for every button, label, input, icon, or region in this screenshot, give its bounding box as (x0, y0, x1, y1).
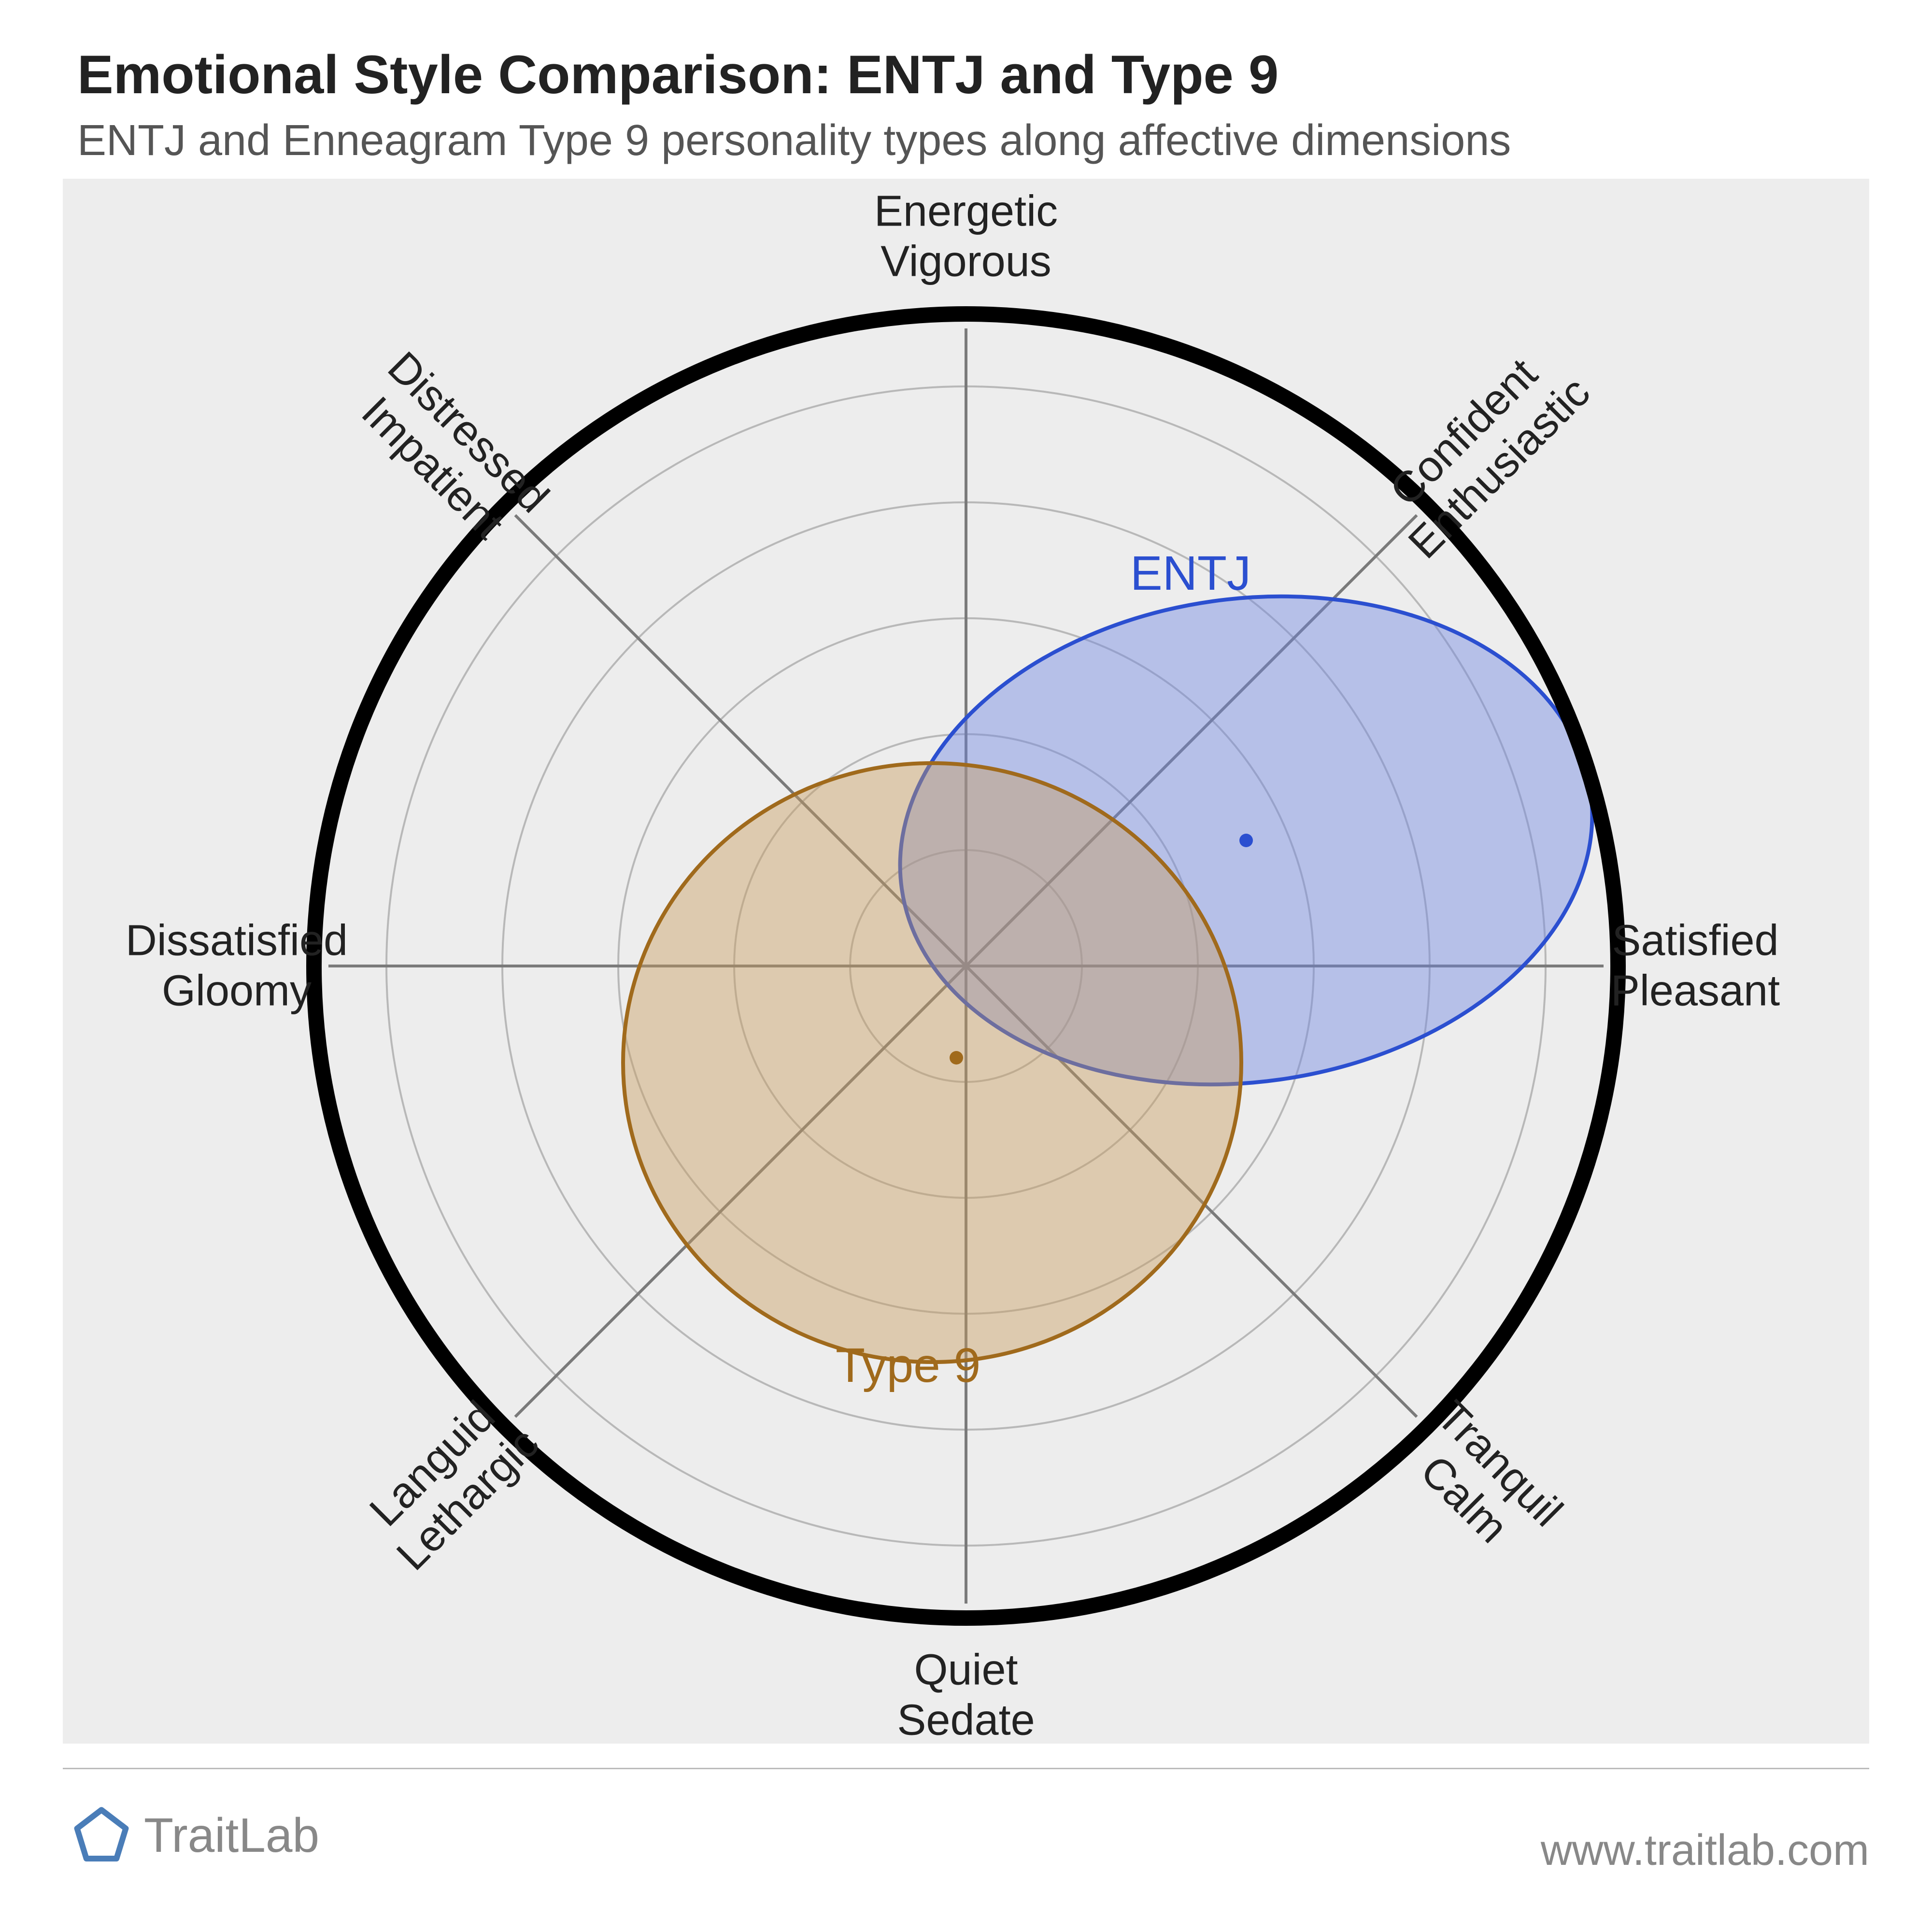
footer-divider (63, 1768, 1869, 1769)
series-label: Type 9 (836, 1338, 980, 1393)
axis-label-line1: Energetic (874, 187, 1058, 236)
axis-label-line1: Dissatisfied (126, 917, 348, 965)
axis-label-line1: Satisfied (1612, 917, 1778, 965)
series-centroid (950, 1051, 963, 1065)
series-type-9 (623, 763, 1241, 1362)
series-label: ENTJ (1130, 546, 1251, 601)
footer-url: www.traitlab.com (1541, 1826, 1869, 1875)
series-ellipse (623, 763, 1241, 1362)
axis-label: Energetic Vigorous (874, 187, 1058, 287)
brand-logo-icon (72, 1806, 130, 1864)
axis-label: Quiet Sedate (897, 1646, 1035, 1746)
brand: TraitLab (72, 1806, 319, 1864)
brand-text: TraitLab (144, 1808, 319, 1863)
axis-label-line1: Quiet (914, 1646, 1018, 1694)
axis-label-line2: Vigorous (881, 237, 1051, 285)
chart-stage: Emotional Style Comparison: ENTJ and Typ… (0, 0, 1932, 1932)
axis-label: Satisfied Pleasant (1611, 916, 1780, 1016)
axis-label-line2: Sedate (897, 1696, 1035, 1744)
axis-label-line2: Pleasant (1611, 966, 1780, 1015)
series-centroid (1239, 834, 1253, 847)
axis-label: Dissatisfied Gloomy (126, 916, 348, 1016)
axis-label-line2: Gloomy (162, 966, 312, 1015)
